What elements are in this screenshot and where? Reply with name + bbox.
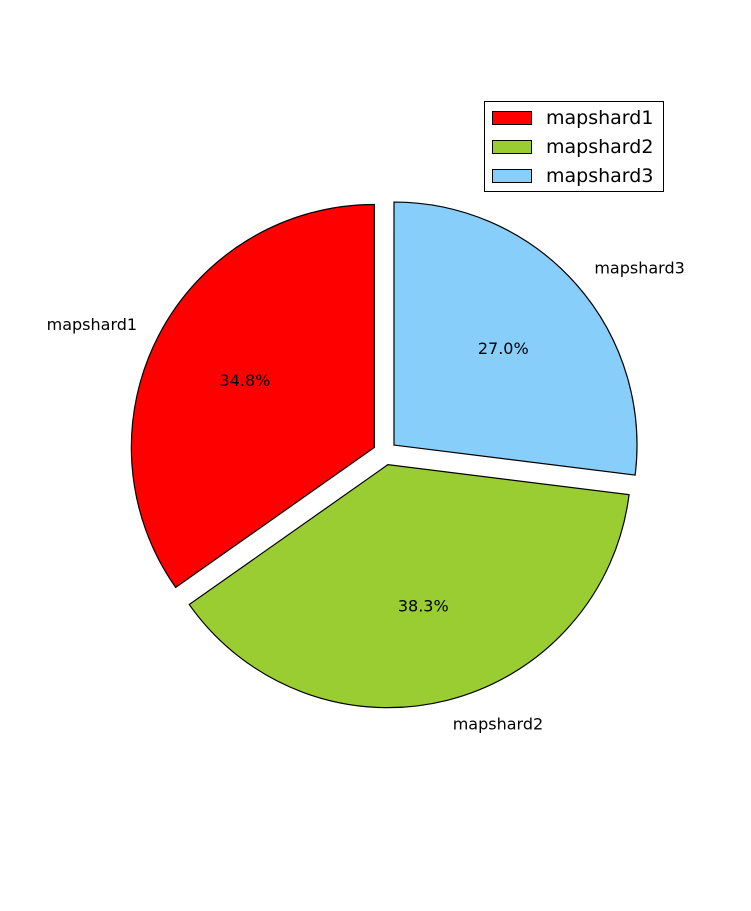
pie-slice-mapshard2 [188,464,630,709]
legend: mapshard1 mapshard2 mapshard3 [484,101,664,192]
legend-item-mapshard2: mapshard2 [492,136,654,158]
pie-slice-label: mapshard3 [594,259,684,278]
pie-slice-mapshard3 [393,201,638,476]
pie-slice-mapshard1 [130,203,375,589]
pie-slice-label: mapshard1 [47,315,137,334]
pie-percent-label: 38.3% [398,597,449,616]
legend-label: mapshard2 [546,136,654,158]
legend-swatch-mapshard1 [492,111,532,125]
pie-percent-label: 34.8% [220,371,271,390]
legend-swatch-mapshard2 [492,140,532,154]
legend-item-mapshard1: mapshard1 [492,107,654,129]
legend-swatch-mapshard3 [492,169,532,183]
pie-slice-label: mapshard2 [453,714,543,733]
legend-item-mapshard3: mapshard3 [492,165,654,187]
pie-percent-label: 27.0% [478,339,529,358]
legend-label: mapshard3 [546,165,654,187]
legend-label: mapshard1 [546,107,654,129]
